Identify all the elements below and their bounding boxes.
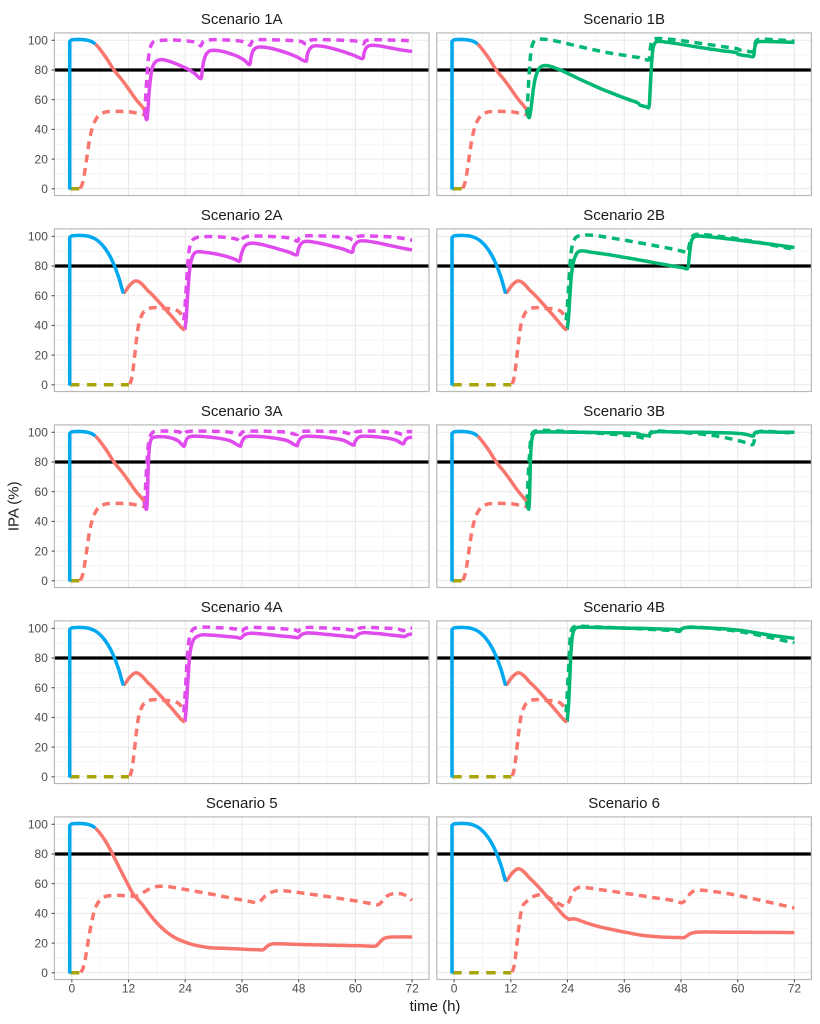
svg-text:72: 72: [788, 982, 802, 996]
svg-text:60: 60: [35, 93, 49, 107]
svg-text:12: 12: [504, 982, 518, 996]
svg-text:80: 80: [35, 259, 49, 273]
svg-text:20: 20: [35, 936, 49, 950]
svg-text:0: 0: [41, 378, 48, 392]
svg-text:24: 24: [561, 982, 575, 996]
svg-text:80: 80: [35, 455, 49, 469]
svg-text:24: 24: [179, 982, 193, 996]
svg-text:0: 0: [41, 574, 48, 588]
svg-text:0: 0: [41, 966, 48, 980]
svg-text:Scenario 1A: Scenario 1A: [201, 11, 283, 28]
svg-text:Scenario 2A: Scenario 2A: [201, 207, 283, 224]
svg-text:80: 80: [35, 63, 49, 77]
svg-text:100: 100: [28, 34, 48, 48]
svg-text:48: 48: [292, 982, 306, 996]
svg-text:40: 40: [35, 319, 49, 333]
svg-text:0: 0: [41, 770, 48, 784]
svg-text:60: 60: [35, 681, 49, 695]
svg-text:0: 0: [451, 982, 458, 996]
svg-text:time (h): time (h): [410, 998, 461, 1015]
svg-text:48: 48: [674, 982, 688, 996]
svg-text:Scenario 1B: Scenario 1B: [583, 11, 665, 28]
svg-text:40: 40: [35, 515, 49, 529]
svg-text:100: 100: [28, 622, 48, 636]
svg-text:Scenario 6: Scenario 6: [588, 795, 660, 812]
svg-text:0: 0: [41, 182, 48, 196]
svg-text:IPA (%): IPA (%): [6, 481, 23, 531]
svg-text:80: 80: [35, 847, 49, 861]
svg-text:Scenario 2B: Scenario 2B: [583, 207, 665, 224]
svg-text:Scenario 4A: Scenario 4A: [201, 599, 283, 616]
svg-text:36: 36: [618, 982, 632, 996]
svg-text:100: 100: [28, 426, 48, 440]
svg-text:20: 20: [35, 348, 49, 362]
svg-text:40: 40: [35, 711, 49, 725]
svg-text:60: 60: [35, 485, 49, 499]
svg-text:20: 20: [35, 152, 49, 166]
svg-text:60: 60: [349, 982, 363, 996]
svg-text:36: 36: [235, 982, 249, 996]
svg-text:12: 12: [122, 982, 136, 996]
svg-text:60: 60: [731, 982, 745, 996]
svg-text:Scenario 4B: Scenario 4B: [583, 599, 665, 616]
svg-text:20: 20: [35, 740, 49, 754]
svg-text:40: 40: [35, 907, 49, 921]
svg-text:0: 0: [68, 982, 75, 996]
svg-text:100: 100: [28, 818, 48, 832]
svg-text:60: 60: [35, 289, 49, 303]
svg-text:20: 20: [35, 544, 49, 558]
svg-text:Scenario 5: Scenario 5: [206, 795, 278, 812]
svg-text:100: 100: [28, 230, 48, 244]
svg-text:40: 40: [35, 123, 49, 137]
svg-text:80: 80: [35, 651, 49, 665]
svg-text:60: 60: [35, 877, 49, 891]
svg-text:72: 72: [405, 982, 419, 996]
svg-text:Scenario 3A: Scenario 3A: [201, 403, 283, 420]
svg-text:Scenario 3B: Scenario 3B: [583, 403, 665, 420]
